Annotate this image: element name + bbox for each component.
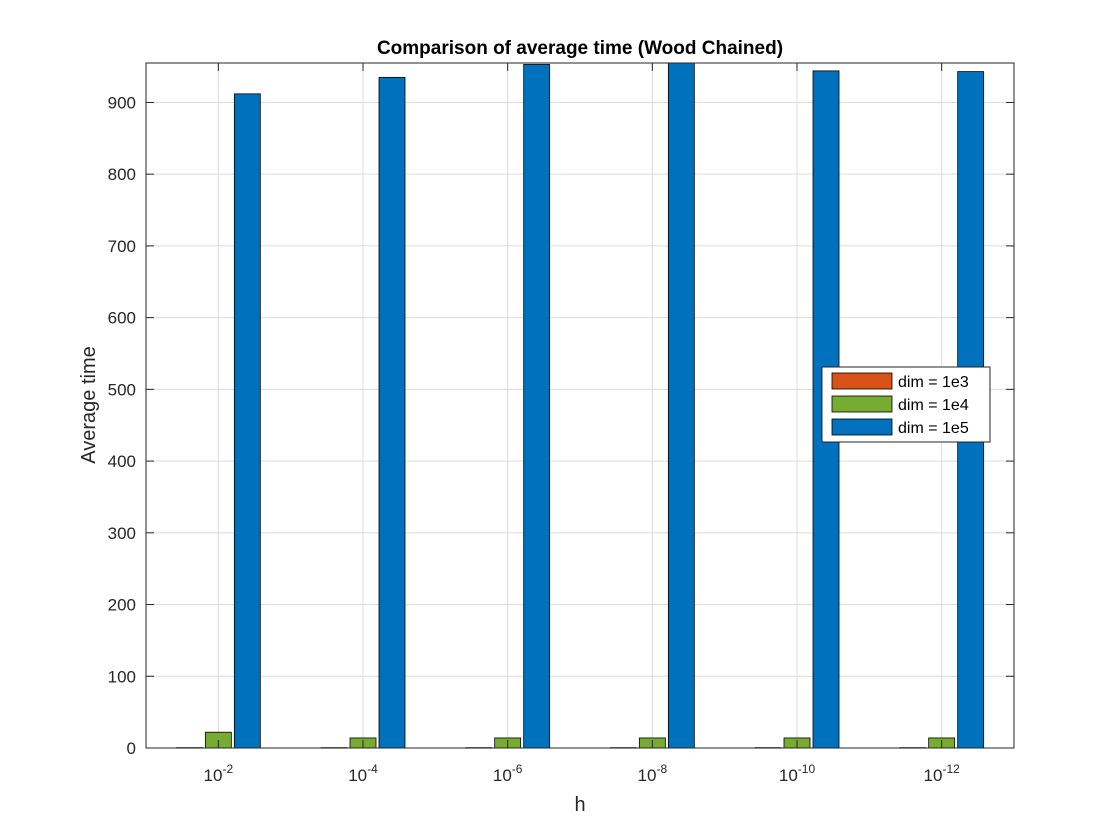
- y-tick-label: 900: [108, 93, 136, 112]
- x-tick-label: 10-8: [638, 762, 668, 785]
- x-tick-base: 10: [638, 766, 657, 785]
- legend-swatch: [831, 372, 893, 390]
- legend: dim = 1e3 dim = 1e4 dim = 1e5: [821, 366, 991, 443]
- x-tick-label: 10-12: [924, 762, 961, 785]
- x-tick-base: 10: [204, 766, 223, 785]
- y-tick-label: 400: [108, 452, 136, 471]
- legend-swatch: [831, 418, 893, 436]
- y-tick-label: 500: [108, 380, 136, 399]
- bar: [667, 62, 695, 749]
- x-tick-exponent: -4: [367, 762, 378, 776]
- axes: [145, 62, 1015, 749]
- x-tick-exponent: -10: [798, 762, 816, 776]
- x-tick-exponent: -2: [222, 762, 233, 776]
- y-tick-label: 100: [108, 667, 136, 686]
- x-tick-exponent: -12: [942, 762, 960, 776]
- y-tick-label: 300: [108, 524, 136, 543]
- x-axis-label: h: [574, 794, 585, 816]
- y-tick-label: 0: [127, 739, 136, 758]
- y-axis-label: Average time: [78, 346, 100, 463]
- y-tick-label: 700: [108, 237, 136, 256]
- x-tick-base: 10: [779, 766, 798, 785]
- bar: [523, 64, 551, 749]
- legend-swatch: [831, 395, 893, 413]
- bar: [233, 93, 261, 749]
- chart-title: Comparison of average time (Wood Chained…: [377, 38, 783, 59]
- x-tick-labels: 10-2 10-4 10-6 10-8 10-10 10-12: [204, 762, 961, 785]
- bar: [378, 76, 406, 749]
- x-tick-base: 10: [348, 766, 367, 785]
- bars: [175, 62, 985, 749]
- y-tick-label: 200: [108, 596, 136, 615]
- x-tick-base: 10: [493, 766, 512, 785]
- legend-label: dim = 1e5: [898, 420, 969, 437]
- legend-label: dim = 1e4: [898, 397, 969, 414]
- grid-lines: [146, 63, 1014, 749]
- y-tick-label: 600: [108, 309, 136, 328]
- x-tick-label: 10-4: [348, 762, 378, 785]
- x-tick-base: 10: [924, 766, 943, 785]
- x-tick-exponent: -6: [512, 762, 523, 776]
- x-tick-label: 10-2: [204, 762, 234, 785]
- x-tick-label: 10-6: [493, 762, 523, 785]
- axes-box: [145, 62, 1015, 749]
- x-tick-label: 10-10: [779, 762, 816, 785]
- legend-label: dim = 1e3: [898, 374, 969, 391]
- y-tick-labels: 0 100 200 300 400 500 600 700 800 900: [108, 93, 136, 758]
- y-tick-label: 800: [108, 165, 136, 184]
- x-tick-exponent: -8: [656, 762, 667, 776]
